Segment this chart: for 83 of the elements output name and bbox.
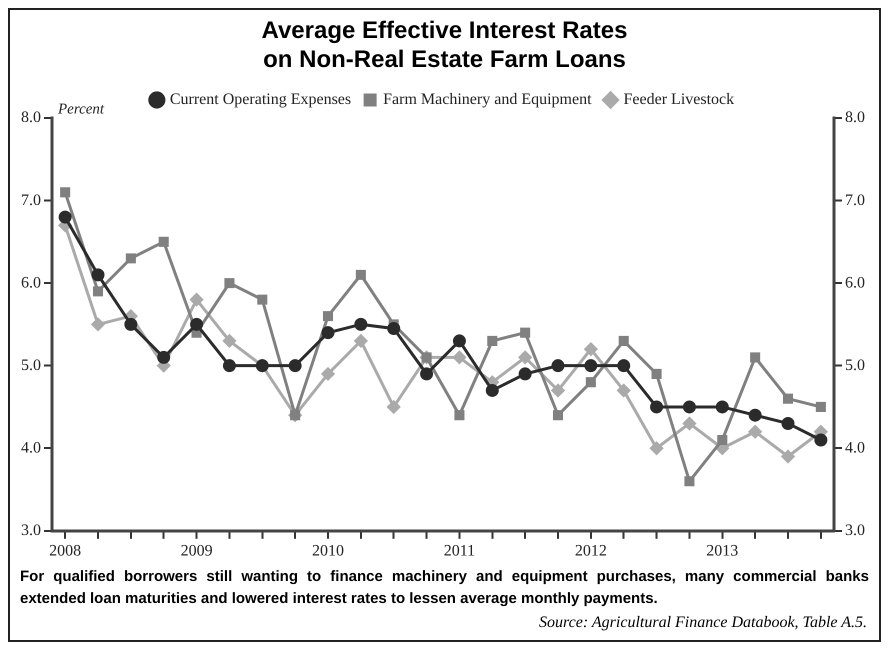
text: For qualified borrowers still wanting to finance machinery and equipment purchases, many commercial banks extended loan maturities and lowered interest rates to lessen average monthly payments. [19, 567, 870, 609]
point [60, 187, 70, 198]
x-tick-label: 2013 [706, 542, 738, 560]
x-tick-label: 2011 [444, 542, 476, 560]
point [354, 318, 368, 331]
point [224, 278, 234, 288]
point [452, 334, 466, 348]
point [288, 359, 302, 372]
y2-tick-label: 3.0 [845, 522, 865, 540]
point [486, 384, 499, 397]
point [520, 328, 530, 338]
point [617, 359, 630, 372]
point [454, 410, 464, 420]
y2-tick-label: 8.0 [845, 109, 865, 126]
point [322, 311, 334, 322]
point [618, 336, 629, 346]
point [420, 367, 434, 380]
point [190, 318, 204, 331]
legend-label: Feeder Livestock [624, 91, 734, 108]
point [682, 416, 696, 430]
y2-tick-label: 7.0 [845, 192, 865, 209]
y-tick-label: 5.0 [21, 356, 41, 374]
point [586, 377, 596, 388]
y-tick-label: 6.0 [21, 274, 41, 292]
point [356, 270, 366, 280]
y-tick-label: 3.0 [21, 522, 41, 540]
y-tick-label: 7.0 [21, 192, 41, 209]
point [584, 342, 598, 356]
point [190, 293, 204, 306]
y2-tick-label: 4.0 [845, 439, 865, 456]
point [222, 359, 236, 372]
x-tick-label: 2010 [312, 542, 344, 560]
point [650, 400, 664, 414]
point [257, 294, 268, 305]
point [782, 450, 794, 463]
point [387, 322, 400, 336]
x-tick-label: 2012 [574, 542, 607, 560]
point [518, 367, 532, 380]
point [816, 402, 826, 412]
point [748, 408, 762, 422]
y2-tick-label: 5.0 [845, 356, 865, 374]
point [650, 442, 664, 455]
point [552, 410, 564, 420]
point [387, 400, 400, 414]
source-note: Source: Agricultural Finance Databook, Table A.5. [538, 613, 868, 633]
point [124, 318, 138, 331]
point [92, 318, 104, 331]
point [126, 253, 136, 264]
point [684, 476, 694, 486]
point [58, 210, 72, 224]
point [487, 336, 498, 346]
point [92, 286, 104, 296]
x-tick-label: 2008 [49, 542, 82, 560]
y-tick-label: 8.0 [21, 109, 41, 126]
point [322, 367, 334, 380]
point [584, 359, 598, 372]
point [222, 334, 236, 348]
point [452, 350, 466, 364]
point [814, 433, 828, 446]
point [652, 368, 662, 379]
point [716, 400, 729, 414]
point [782, 394, 794, 404]
point [354, 334, 368, 348]
point [157, 350, 170, 364]
y-tick-label: 4.0 [21, 439, 41, 456]
point [748, 425, 762, 438]
point [750, 352, 760, 362]
y-axis-title: Percent [57, 101, 105, 118]
point [322, 326, 334, 340]
point [782, 416, 794, 430]
point [92, 268, 104, 282]
legend-label: Current Operating Expenses [170, 91, 352, 108]
point [552, 359, 564, 372]
point [617, 384, 630, 397]
point [682, 400, 696, 414]
x-tick-label: 2009 [180, 542, 213, 560]
chart-title: Average Effective Interest Rates on Non-Real Estate Farm Loans [260, 16, 628, 74]
point [552, 384, 564, 397]
point [717, 434, 728, 446]
point [518, 350, 532, 364]
point [158, 236, 169, 247]
y2-tick-label: 6.0 [845, 274, 865, 292]
legend-label: Farm Machinery and Equipment [383, 91, 592, 108]
